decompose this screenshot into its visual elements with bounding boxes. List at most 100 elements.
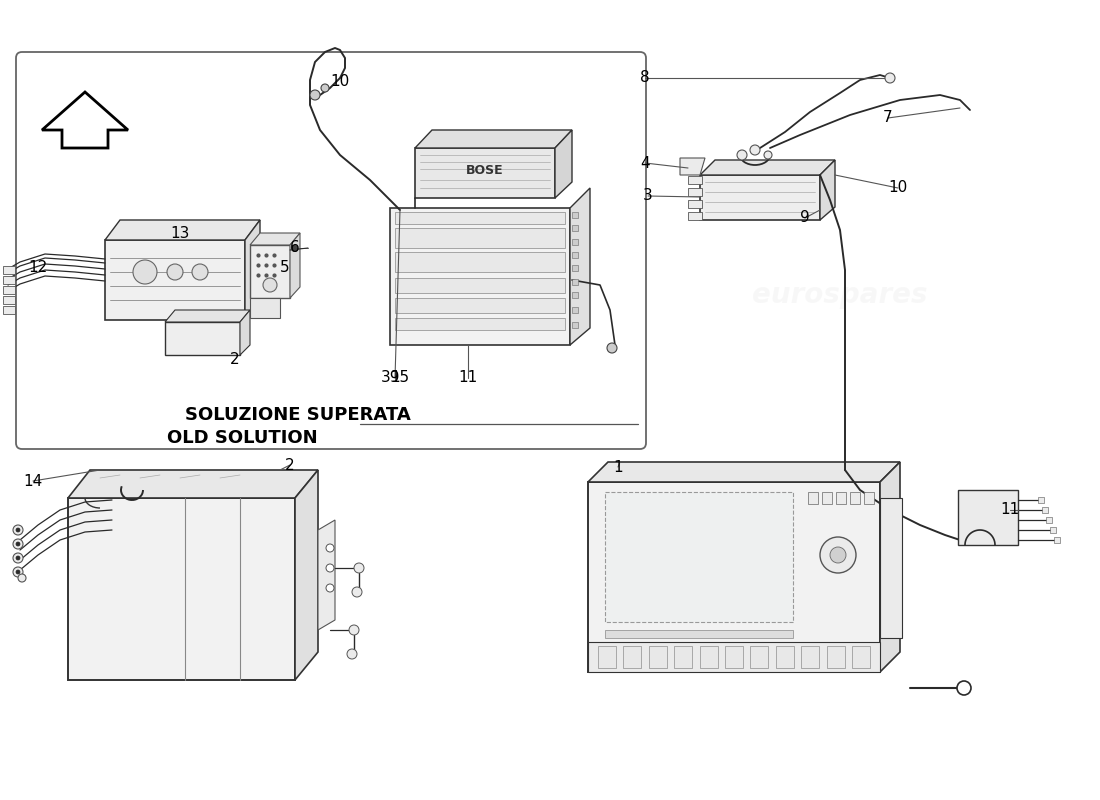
Bar (1046, 517, 1052, 523)
Polygon shape (245, 220, 260, 320)
Text: 11: 11 (459, 370, 477, 386)
Polygon shape (165, 310, 250, 322)
Text: BOSE: BOSE (466, 163, 504, 177)
Polygon shape (390, 208, 570, 345)
Bar (3, 266, 15, 274)
Bar (3, 296, 15, 304)
Bar (826, 646, 845, 668)
Bar (572, 225, 578, 231)
Bar (572, 265, 578, 271)
Text: 395: 395 (381, 370, 409, 386)
Text: eurospares: eurospares (652, 556, 827, 584)
Bar (572, 212, 578, 218)
Bar (852, 646, 870, 668)
Text: 2: 2 (230, 353, 240, 367)
Circle shape (737, 150, 747, 160)
Circle shape (18, 574, 26, 582)
Text: 10: 10 (889, 181, 908, 195)
Polygon shape (165, 322, 240, 355)
Text: 13: 13 (170, 226, 189, 241)
Polygon shape (104, 220, 260, 240)
Bar (572, 252, 578, 258)
Circle shape (326, 584, 334, 592)
Bar (674, 646, 692, 668)
Bar (605, 630, 793, 638)
Bar (1038, 497, 1044, 503)
Circle shape (326, 564, 334, 572)
Polygon shape (700, 160, 835, 175)
Circle shape (886, 73, 895, 83)
Circle shape (13, 539, 23, 549)
Bar (880, 498, 902, 638)
Circle shape (750, 145, 760, 155)
Polygon shape (588, 462, 900, 482)
Circle shape (346, 649, 358, 659)
Polygon shape (290, 233, 300, 298)
Polygon shape (42, 92, 128, 148)
Text: 14: 14 (23, 474, 43, 489)
Circle shape (16, 528, 20, 532)
Circle shape (263, 278, 277, 292)
Bar (850, 492, 860, 504)
Text: 2: 2 (285, 458, 295, 473)
Bar (598, 646, 616, 668)
Circle shape (607, 343, 617, 353)
Circle shape (326, 544, 334, 552)
Polygon shape (250, 233, 300, 245)
Bar (1050, 527, 1056, 533)
Polygon shape (295, 470, 318, 680)
Bar (572, 292, 578, 298)
Polygon shape (415, 148, 556, 198)
Circle shape (349, 625, 359, 635)
Circle shape (167, 264, 183, 280)
Polygon shape (250, 245, 290, 298)
Circle shape (310, 90, 320, 100)
Circle shape (957, 681, 971, 695)
Text: 8: 8 (640, 70, 650, 86)
Bar (864, 492, 874, 504)
Text: 5: 5 (280, 259, 289, 274)
Polygon shape (680, 158, 705, 175)
Circle shape (352, 587, 362, 597)
Circle shape (820, 537, 856, 573)
Bar (822, 492, 832, 504)
Bar (649, 646, 667, 668)
FancyBboxPatch shape (16, 52, 646, 449)
Polygon shape (570, 188, 590, 345)
Bar (395, 298, 565, 313)
Polygon shape (820, 160, 835, 220)
Text: 12: 12 (29, 261, 47, 275)
Bar (605, 492, 793, 622)
Bar (572, 279, 578, 285)
Polygon shape (68, 470, 318, 498)
Bar (725, 646, 742, 668)
Bar (395, 278, 565, 293)
Text: 1: 1 (390, 370, 399, 386)
Text: 1: 1 (613, 459, 623, 474)
Bar (3, 286, 15, 294)
Text: 7: 7 (883, 110, 893, 126)
Text: 9: 9 (800, 210, 810, 226)
Polygon shape (556, 130, 572, 198)
Bar (572, 322, 578, 328)
Text: 3: 3 (644, 189, 653, 203)
Text: 11: 11 (1000, 502, 1020, 518)
Circle shape (133, 260, 157, 284)
Bar (776, 646, 794, 668)
Text: eurospares: eurospares (112, 571, 288, 599)
Circle shape (13, 525, 23, 535)
Bar (624, 646, 641, 668)
Circle shape (192, 264, 208, 280)
Circle shape (13, 567, 23, 577)
Polygon shape (250, 298, 280, 318)
Polygon shape (240, 310, 250, 355)
Circle shape (13, 553, 23, 563)
Bar (688, 176, 702, 184)
Bar (1042, 507, 1048, 513)
Bar (1054, 537, 1060, 543)
Text: OLD SOLUTION: OLD SOLUTION (167, 429, 317, 447)
Polygon shape (880, 462, 900, 672)
Bar (958, 490, 1018, 545)
Circle shape (16, 570, 20, 574)
Bar (688, 212, 702, 220)
